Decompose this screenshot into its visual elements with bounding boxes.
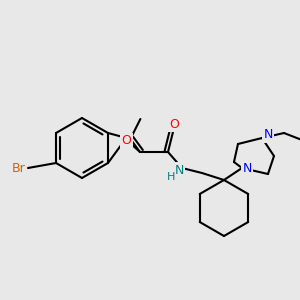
Text: O: O [122,134,131,148]
Text: Br: Br [12,161,26,175]
Text: N: N [263,128,273,142]
Text: N: N [242,161,252,175]
Text: N: N [174,164,184,176]
Text: H: H [167,172,175,182]
Text: O: O [169,118,179,130]
